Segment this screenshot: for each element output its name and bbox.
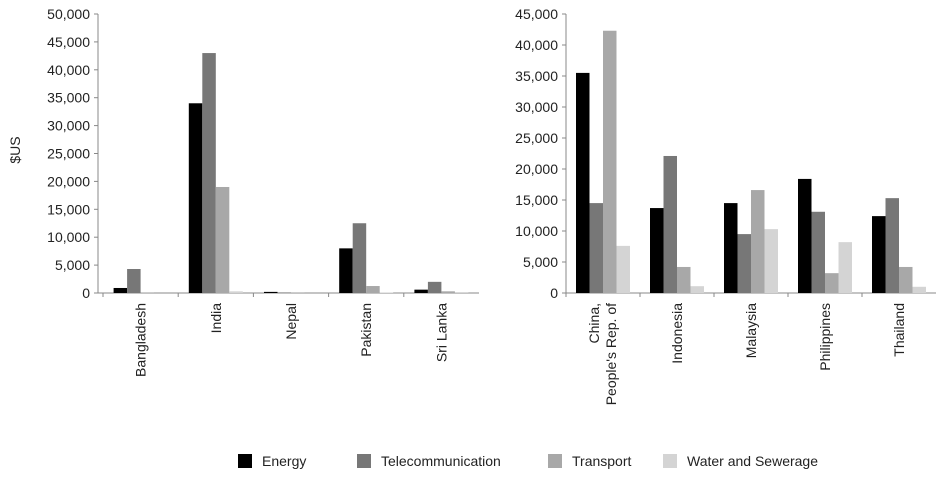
bar (339, 248, 353, 293)
legend-swatch (357, 454, 371, 468)
y-tick-label: 10,000 (47, 229, 90, 245)
y-tick-label: 0 (550, 285, 558, 301)
bar (664, 156, 678, 293)
y-tick-label: 35,000 (47, 90, 90, 106)
legend-swatch (238, 454, 252, 468)
x-tick-label: Thailand (891, 303, 907, 357)
bar (229, 291, 243, 293)
y-tick-label: 15,000 (47, 201, 90, 217)
bar (428, 282, 442, 293)
y-tick-label: 20,000 (515, 161, 558, 177)
bar (441, 291, 455, 293)
legend-swatch (663, 454, 677, 468)
bar (576, 73, 590, 293)
y-tick-label: 25,000 (47, 146, 90, 162)
bar (366, 286, 380, 293)
x-tick-label: Malaysia (743, 303, 759, 358)
bar (414, 290, 428, 293)
y-tick-label: 45,000 (515, 6, 558, 22)
bar (872, 216, 886, 293)
bar (264, 292, 278, 293)
bar (913, 287, 927, 293)
legend-label: Water and Sewerage (687, 453, 818, 469)
bar (278, 292, 292, 293)
bar (751, 190, 765, 293)
x-tick-label: Nepal (283, 303, 299, 340)
bar (886, 198, 900, 293)
y-tick-label: 5,000 (55, 257, 90, 273)
x-tick-label: China,People's Rep. of (586, 303, 619, 405)
y-tick-label: 20,000 (47, 173, 90, 189)
y-tick-label: 0 (82, 285, 90, 301)
y-axis-title: $US (7, 136, 23, 163)
y-tick-label: 15,000 (515, 192, 558, 208)
bar (765, 229, 779, 293)
y-tick-label: 10,000 (515, 223, 558, 239)
y-tick-label: 45,000 (47, 34, 90, 50)
legend-label: Transport (572, 453, 632, 469)
x-tick-label: Philippines (817, 303, 833, 371)
y-tick-label: 40,000 (515, 37, 558, 53)
legend-label: Telecommunication (381, 453, 501, 469)
legend-swatch (548, 454, 562, 468)
y-tick-label: 30,000 (47, 118, 90, 134)
y-tick-label: 35,000 (515, 68, 558, 84)
y-tick-label: 5,000 (523, 254, 558, 270)
bar (603, 31, 617, 293)
bar (114, 288, 128, 293)
bar (724, 203, 738, 293)
x-tick-label: Bangladesh (133, 303, 149, 377)
bar (677, 267, 691, 293)
bar (738, 234, 752, 293)
y-tick-label: 30,000 (515, 99, 558, 115)
bar (380, 292, 394, 293)
bar (353, 223, 367, 293)
bar (839, 242, 853, 293)
y-tick-label: 40,000 (47, 62, 90, 78)
bar (798, 179, 812, 293)
legend-label: Energy (262, 453, 306, 469)
bar (590, 203, 604, 293)
y-tick-label: 25,000 (515, 130, 558, 146)
bar (825, 273, 839, 293)
bar (691, 286, 705, 293)
bar (127, 269, 141, 293)
bar (899, 267, 913, 293)
x-tick-label: India (208, 303, 224, 334)
bar (812, 212, 826, 293)
x-tick-label: Pakistan (358, 303, 374, 357)
x-tick-label: Indonesia (669, 303, 685, 364)
x-tick-label: Sri Lanka (433, 303, 449, 362)
y-tick-label: 50,000 (47, 6, 90, 22)
bar (617, 246, 631, 293)
bar (650, 208, 664, 293)
bar (216, 187, 230, 293)
bar (189, 103, 203, 293)
bar (202, 53, 216, 293)
